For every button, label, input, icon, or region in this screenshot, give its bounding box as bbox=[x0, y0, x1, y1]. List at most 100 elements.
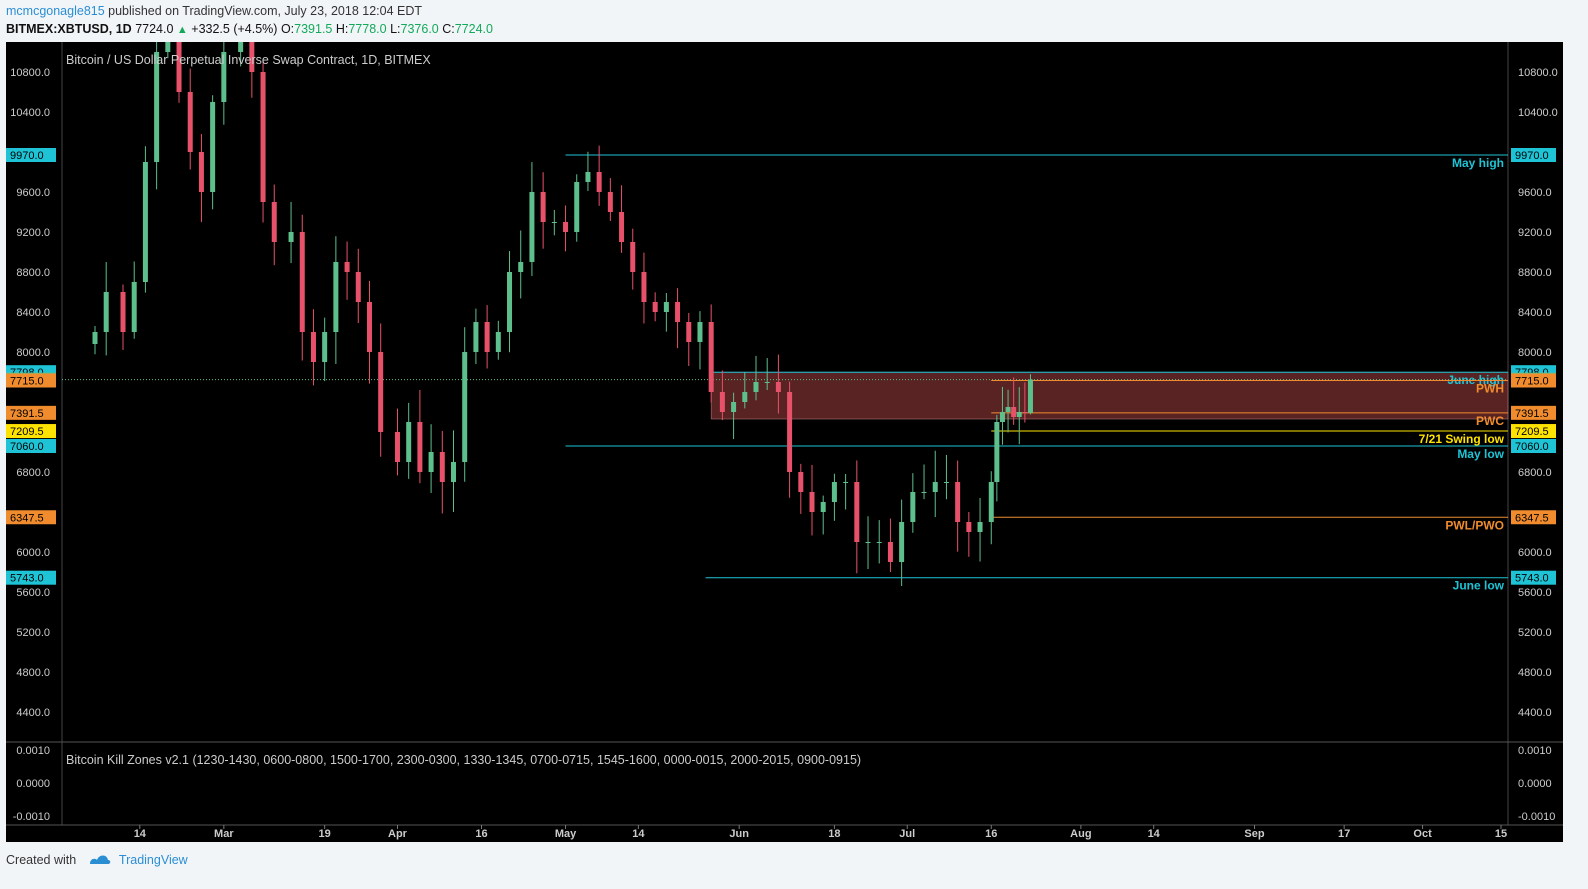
author-link[interactable]: mcmcgonagle815 bbox=[6, 4, 105, 18]
candle-body bbox=[994, 422, 1000, 482]
indicator-tick-right: 0.0000 bbox=[1518, 778, 1552, 790]
price-tag-right bbox=[1511, 424, 1556, 439]
candle-body bbox=[977, 522, 983, 532]
candle-body bbox=[854, 482, 860, 542]
tradingview-logo-icon bbox=[88, 852, 112, 869]
last-price: 7724.0 bbox=[135, 22, 174, 36]
y-tick-label-right: 5200.0 bbox=[1518, 627, 1552, 639]
candle-body bbox=[92, 332, 98, 344]
tradingview-link[interactable]: TradingView bbox=[118, 852, 188, 867]
y-tick-label-right: 10400.0 bbox=[1518, 107, 1558, 119]
candles bbox=[92, 42, 1033, 587]
candle-body bbox=[484, 322, 490, 352]
candle-body bbox=[921, 492, 927, 493]
y-tick-label-left: 5200.0 bbox=[16, 627, 50, 639]
candle-body bbox=[428, 452, 434, 472]
candle-body bbox=[999, 412, 1005, 422]
high-value: 7778.0 bbox=[348, 22, 387, 36]
y-tick-label-left: 6800.0 bbox=[16, 467, 50, 479]
price-tag-label: 9970.0 bbox=[1515, 150, 1549, 162]
y-tick-label-right: 9200.0 bbox=[1518, 227, 1552, 239]
candle-body bbox=[451, 462, 457, 482]
candle-body bbox=[641, 272, 647, 302]
candle-body bbox=[910, 492, 916, 522]
candle-body bbox=[187, 92, 193, 152]
y-tick-label-right: 8800.0 bbox=[1518, 267, 1552, 279]
level-name: May high bbox=[1452, 156, 1504, 170]
candle-body bbox=[719, 392, 725, 412]
x-tick-label: Aug bbox=[1070, 828, 1091, 840]
candle-body bbox=[652, 302, 658, 312]
price-tag-right bbox=[1511, 148, 1556, 162]
candle-body bbox=[943, 482, 949, 483]
x-tick-label: 15 bbox=[1495, 828, 1507, 840]
candle-body bbox=[299, 232, 305, 332]
price-tag-right bbox=[1511, 405, 1556, 420]
candle-body bbox=[831, 482, 837, 502]
price-tag-label: 7060.0 bbox=[1515, 441, 1549, 453]
price-tag-right bbox=[1511, 439, 1556, 453]
level-name: PWL/PWO bbox=[1445, 518, 1504, 532]
y-tick-label-right: 5600.0 bbox=[1518, 587, 1552, 599]
candle-body bbox=[355, 272, 361, 302]
axes: 10800.0 10800.0 10400.0 10400.0 9600.0 9600.0… bbox=[10, 67, 1558, 840]
price-tag-left bbox=[6, 439, 56, 453]
y-tick-label-left: 4800.0 bbox=[16, 667, 50, 679]
price-change: +332.5 (+4.5%) bbox=[191, 22, 278, 36]
candle-body bbox=[260, 72, 266, 202]
y-tick-label-right: 8400.0 bbox=[1518, 307, 1552, 319]
candle-body bbox=[394, 432, 400, 462]
candle-body bbox=[675, 302, 681, 322]
x-tick-label: 16 bbox=[985, 828, 997, 840]
candle-body bbox=[310, 332, 316, 362]
price-tag-label: 7391.5 bbox=[1515, 408, 1549, 420]
candle-body bbox=[865, 542, 871, 543]
candle-body bbox=[820, 502, 826, 512]
candle-body bbox=[378, 352, 384, 432]
y-tick-label-left: 8000.0 bbox=[16, 347, 50, 359]
price-tag-left bbox=[6, 148, 56, 162]
y-tick-label-left: 4400.0 bbox=[16, 707, 50, 719]
candle-body bbox=[462, 352, 468, 462]
y-tick-label-left: 8400.0 bbox=[16, 307, 50, 319]
candle-body bbox=[1022, 412, 1028, 413]
candle-body bbox=[221, 52, 227, 102]
x-tick-label: 16 bbox=[475, 828, 487, 840]
y-tick-label-right: 9600.0 bbox=[1518, 187, 1552, 199]
price-tag-left bbox=[6, 405, 56, 420]
candle-body bbox=[406, 422, 412, 462]
candle-body bbox=[809, 492, 815, 512]
indicator-tick-left: 0.0010 bbox=[16, 745, 50, 757]
price-tag-label: 5743.0 bbox=[1515, 573, 1549, 585]
candle-body bbox=[731, 402, 737, 412]
candle-body bbox=[529, 192, 535, 262]
candle-body bbox=[518, 262, 524, 272]
candle-body bbox=[1016, 412, 1022, 417]
grid bbox=[6, 42, 1563, 826]
symbol-name: BITMEX:XBTUSD, 1D bbox=[6, 22, 132, 36]
candle-body bbox=[1011, 407, 1017, 417]
y-tick-label-right: 4800.0 bbox=[1518, 667, 1552, 679]
created-with-text: Created with bbox=[6, 852, 77, 867]
level-name: PWH bbox=[1476, 382, 1504, 396]
candle-body bbox=[798, 472, 804, 492]
price-tag-label: 7209.5 bbox=[10, 426, 44, 438]
candle-body bbox=[333, 262, 339, 332]
candle-body bbox=[787, 392, 793, 472]
indicator-title: Bitcoin Kill Zones v2.1 (1230-1430, 0600… bbox=[66, 753, 861, 767]
y-tick-label-right: 8000.0 bbox=[1518, 347, 1552, 359]
price-tag-right bbox=[1511, 570, 1556, 585]
footer: Created with TradingView bbox=[6, 852, 188, 876]
level-name: May low bbox=[1457, 447, 1504, 461]
candle-body bbox=[630, 242, 636, 272]
candle-body bbox=[154, 52, 160, 162]
candle-body bbox=[843, 482, 849, 483]
price-tag-left bbox=[6, 424, 56, 439]
chart-header: mcmcgonagle815 published on TradingView.… bbox=[6, 2, 1566, 40]
chart-title: Bitcoin / US Dollar Perpetual Inverse Sw… bbox=[66, 53, 431, 67]
candle-body bbox=[663, 302, 669, 312]
candle-body bbox=[551, 222, 557, 223]
publish-text: published on TradingView.com, July 23, 2… bbox=[108, 4, 423, 18]
